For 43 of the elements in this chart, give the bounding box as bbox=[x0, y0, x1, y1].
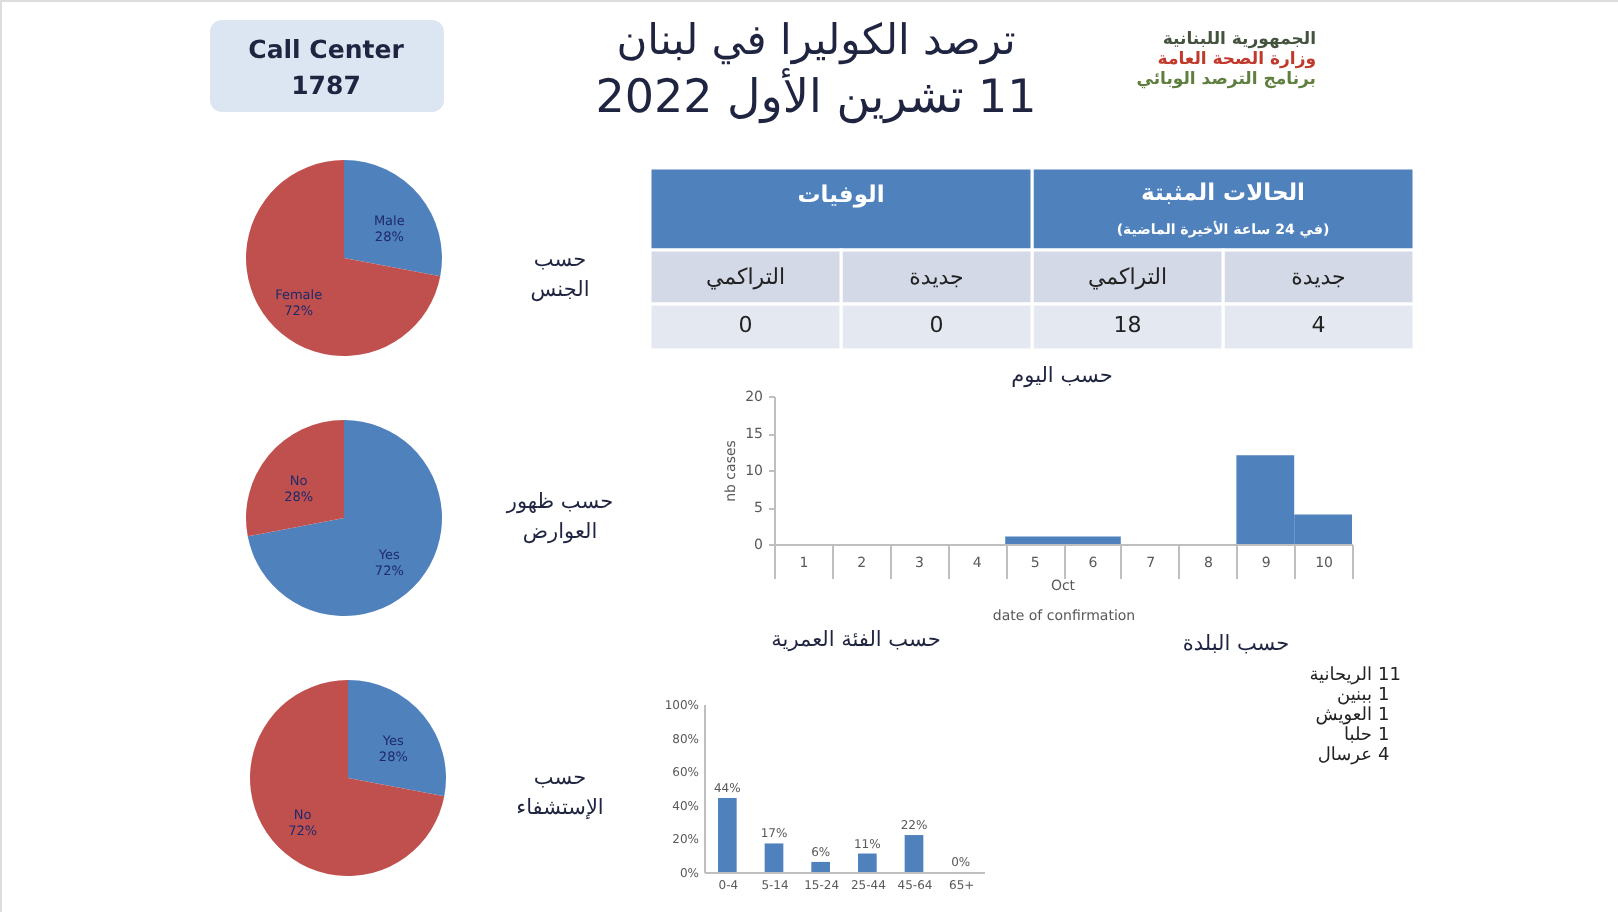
pie-slice bbox=[344, 160, 442, 277]
category-label: الريحانية bbox=[1309, 666, 1372, 686]
category-label: العويش bbox=[1315, 706, 1372, 726]
data-label: 1 bbox=[1378, 706, 1390, 726]
category-label: حلبا bbox=[1343, 726, 1372, 746]
pie-slice bbox=[246, 420, 344, 537]
bar bbox=[904, 835, 924, 872]
category-label: عرسال bbox=[1317, 746, 1372, 766]
text: 11 تشرين الأول 2022 bbox=[595, 68, 1037, 124]
category-label: ببنين bbox=[1336, 686, 1372, 706]
pie-slice bbox=[247, 420, 442, 616]
data-label: 4 bbox=[1311, 312, 1326, 338]
bar bbox=[811, 861, 830, 872]
pie-slice bbox=[250, 680, 445, 876]
bar bbox=[718, 798, 737, 872]
text: Call Center bbox=[248, 34, 406, 64]
pie-slice bbox=[348, 680, 446, 797]
text: ترصد الكوليرا في لبنان bbox=[616, 16, 1016, 66]
text: حسب الإستشفاء bbox=[516, 766, 604, 820]
text: الوفيات bbox=[797, 180, 885, 208]
text: حسب ظهور العوارض bbox=[504, 490, 614, 544]
category-label: جديدة bbox=[909, 264, 964, 290]
bar bbox=[858, 853, 877, 872]
text: حسب الجنس bbox=[530, 248, 590, 302]
category-label: جديدة bbox=[1291, 264, 1346, 290]
data-label: 1 bbox=[1378, 686, 1390, 706]
chart-title: حسب الفئة العمرية bbox=[771, 628, 941, 652]
data-label: 4 bbox=[1378, 746, 1390, 766]
bar bbox=[764, 843, 784, 872]
text: 1787 bbox=[291, 70, 361, 100]
category-label: التراكمي bbox=[1087, 264, 1168, 290]
data-label: 1 bbox=[1378, 726, 1390, 746]
category-label: التراكمي bbox=[705, 264, 786, 290]
text: وزارة الصحة العامة bbox=[1157, 50, 1316, 70]
text: برنامج الترصد الوبائي bbox=[1136, 70, 1316, 90]
data-label: 11 bbox=[1378, 666, 1401, 686]
data-label: 0 bbox=[929, 312, 944, 338]
pie-slice bbox=[246, 160, 441, 356]
data-label: 18 bbox=[1113, 312, 1142, 338]
chart-title: حسب اليوم bbox=[1011, 364, 1113, 388]
text: الحالات المثبتة bbox=[1140, 178, 1306, 206]
text: الجمهورية اللبنانية bbox=[1162, 30, 1317, 50]
text: حسب البلدة bbox=[1182, 632, 1290, 656]
